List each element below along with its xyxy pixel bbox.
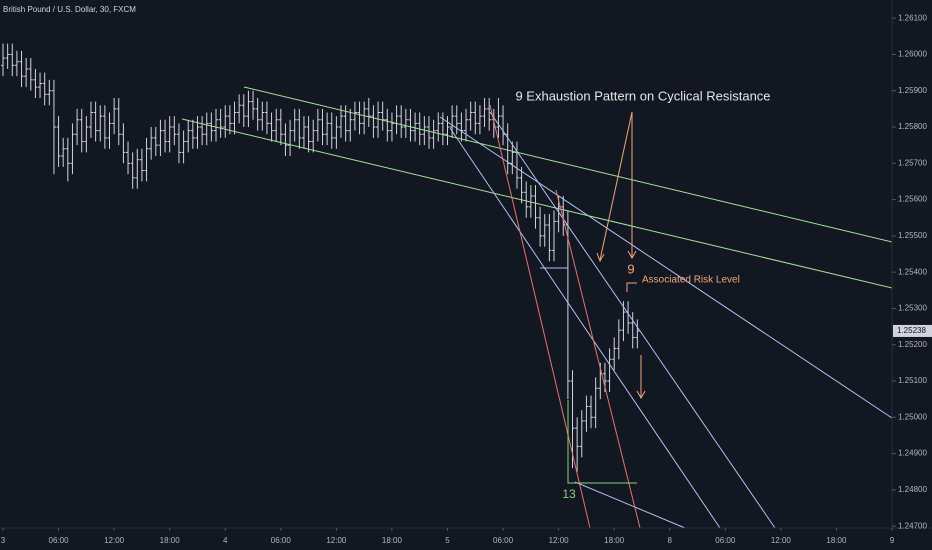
risk-bracket	[626, 282, 637, 292]
arrowhead	[596, 252, 605, 263]
chart-title: British Pound / U.S. Dollar, 30, FXCM	[3, 5, 136, 14]
arrowhead	[636, 390, 646, 400]
x-tick-label: 12:00	[549, 536, 570, 545]
setup-bracket	[567, 400, 637, 484]
trend-line	[181, 118, 893, 289]
arrowhead	[627, 250, 637, 260]
x-tick-label: 12:00	[326, 536, 347, 545]
x-tick-label: 18:00	[604, 536, 625, 545]
y-tick-label: 1.25700	[898, 158, 927, 167]
x-tick-label: 4	[223, 536, 228, 545]
x-tick-label: 06:00	[493, 536, 514, 545]
trend-line	[574, 481, 686, 529]
y-tick-label: 1.25900	[898, 86, 927, 95]
drawings	[181, 86, 893, 529]
last-price-box	[893, 324, 932, 337]
x-tick-label: 18:00	[382, 536, 403, 545]
y-tick-label: 1.25100	[898, 376, 927, 385]
x-tick-label: 06:00	[271, 536, 292, 545]
annotation: Associated Risk Level	[642, 275, 740, 286]
x-tick-label: 12:00	[104, 536, 125, 545]
y-tick-label: 1.24900	[898, 449, 927, 458]
trend-line	[555, 189, 641, 529]
x-tick-label: 8	[668, 536, 673, 545]
trend-line	[449, 127, 721, 529]
count-label: 13	[562, 487, 576, 501]
y-tick-label: 1.25500	[898, 231, 927, 240]
x-tick-label: 06:00	[49, 536, 70, 545]
last-price-label: 1.25238	[897, 326, 926, 335]
annotation: 9 Exhaustion Pattern on Cyclical Resista…	[515, 88, 770, 103]
y-tick-label: 1.25400	[898, 267, 927, 276]
count-label: 9	[627, 261, 634, 276]
x-tick-label: 06:00	[715, 536, 736, 545]
y-tick-label: 1.24800	[898, 485, 927, 494]
trend-line	[489, 111, 776, 529]
bars	[1, 43, 640, 472]
x-tick-label: 12:00	[771, 536, 792, 545]
y-tick-label: 1.25800	[898, 122, 927, 131]
x-tick-label: 5	[445, 536, 450, 545]
y-tick-label: 1.25000	[898, 412, 927, 421]
x-tick-label: 3	[1, 536, 6, 545]
y-tick-label: 1.24700	[898, 521, 927, 530]
x-tick-label: 18:00	[160, 536, 181, 545]
y-tick-label: 1.26100	[898, 13, 927, 22]
x-tick-label: 18:00	[826, 536, 847, 545]
trend-line	[243, 86, 893, 243]
y-tick-label: 1.25600	[898, 195, 927, 204]
trend-line	[489, 104, 591, 529]
x-tick-label: 9	[890, 536, 895, 545]
y-tick-label: 1.25200	[898, 340, 927, 349]
y-tick-label: 1.26000	[898, 50, 927, 59]
y-tick-label: 1.25300	[898, 304, 927, 313]
trend-line	[439, 116, 893, 419]
arrow	[599, 111, 633, 261]
